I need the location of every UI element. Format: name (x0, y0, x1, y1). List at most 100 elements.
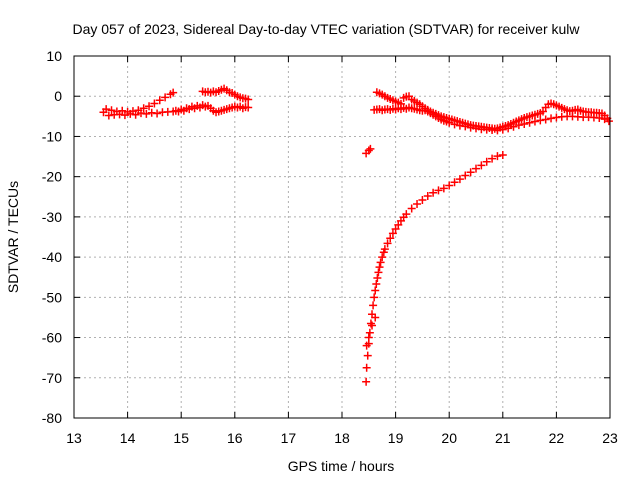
data-point (364, 333, 373, 342)
data-point (445, 181, 454, 190)
data-point (378, 253, 387, 262)
data-point (365, 328, 374, 337)
data-point (362, 377, 371, 386)
data-point (498, 150, 507, 159)
data-point (450, 178, 459, 187)
data-points (99, 84, 613, 386)
data-point (107, 106, 116, 115)
y-tick-label: -30 (42, 209, 62, 225)
data-point (244, 95, 253, 104)
data-point (380, 245, 389, 254)
data-point (375, 263, 384, 272)
data-point (386, 234, 395, 243)
series-2 (362, 144, 375, 158)
data-point (604, 117, 613, 126)
series-3 (362, 150, 507, 386)
x-tick-label: 17 (281, 430, 297, 446)
data-point (118, 106, 127, 115)
data-point (364, 146, 373, 155)
y-tick-label: -10 (42, 128, 62, 144)
data-point (362, 341, 371, 350)
y-tick-label: -60 (42, 330, 62, 346)
data-point (147, 108, 156, 117)
data-point (142, 109, 151, 118)
data-point (493, 152, 502, 161)
data-point (509, 122, 518, 131)
data-point (488, 154, 497, 163)
data-point (139, 104, 148, 113)
y-tick-label: -50 (42, 289, 62, 305)
data-point (407, 204, 416, 213)
data-point (536, 116, 545, 125)
data-point (370, 293, 379, 302)
x-tick-label: 15 (173, 430, 189, 446)
data-point (413, 200, 422, 209)
data-point (461, 122, 470, 131)
data-point (155, 96, 164, 105)
data-point (600, 115, 609, 124)
data-point (504, 124, 513, 133)
y-axis-label: SDTVAR / TECUs (5, 181, 21, 293)
data-point (595, 113, 604, 122)
y-tick-label: 10 (46, 48, 62, 64)
data-point (482, 157, 491, 166)
data-point (461, 171, 470, 180)
y-tick-label: -20 (42, 169, 62, 185)
data-point (418, 195, 427, 204)
data-point (434, 186, 443, 195)
y-tick-label: -70 (42, 370, 62, 386)
data-point (466, 168, 475, 177)
x-tick-label: 16 (227, 430, 243, 446)
x-tick-label: 18 (334, 430, 350, 446)
data-point (423, 191, 432, 200)
data-point (394, 220, 403, 229)
data-point (450, 120, 459, 129)
data-point (552, 113, 561, 122)
x-tick-label: 19 (388, 430, 404, 446)
data-point (472, 164, 480, 173)
data-point (455, 121, 464, 130)
y-axis-ticks: 10 0 -10 -20 -30 -40 -50 -60 -70 -80 (42, 48, 610, 426)
data-point (429, 188, 438, 197)
data-point (368, 321, 377, 330)
data-point (137, 109, 145, 118)
data-point (372, 280, 381, 289)
x-tick-label: 14 (120, 430, 136, 446)
data-point (541, 115, 550, 124)
data-point (466, 123, 475, 132)
data-point (369, 301, 378, 310)
y-tick-label: -40 (42, 249, 62, 265)
series-1 (99, 84, 253, 120)
data-point (539, 107, 547, 116)
data-point (374, 268, 383, 277)
data-point (498, 125, 507, 134)
data-point (161, 93, 170, 102)
data-point (366, 144, 375, 153)
data-point (373, 274, 382, 283)
x-tick-label: 21 (495, 430, 511, 446)
data-point (493, 126, 502, 135)
x-axis-label: GPS time / hours (288, 458, 395, 474)
data-point (472, 124, 480, 133)
y-tick-label: -80 (42, 410, 62, 426)
data-point (455, 175, 464, 184)
data-point (244, 103, 253, 112)
x-tick-label: 22 (549, 430, 565, 446)
x-tick-label: 20 (441, 430, 457, 446)
data-point (439, 184, 448, 193)
data-point (102, 105, 111, 114)
data-point (153, 109, 162, 118)
data-point (104, 111, 113, 120)
data-point (388, 229, 397, 238)
data-point (366, 319, 375, 328)
data-point (145, 102, 154, 111)
data-point (131, 110, 140, 119)
data-point (477, 161, 486, 170)
x-axis-ticks: 13 14 15 16 17 18 19 20 21 22 23 (66, 56, 618, 446)
data-point (547, 114, 556, 123)
data-point (371, 286, 380, 295)
data-point (363, 351, 372, 360)
data-point (445, 118, 454, 127)
data-point (371, 313, 380, 322)
